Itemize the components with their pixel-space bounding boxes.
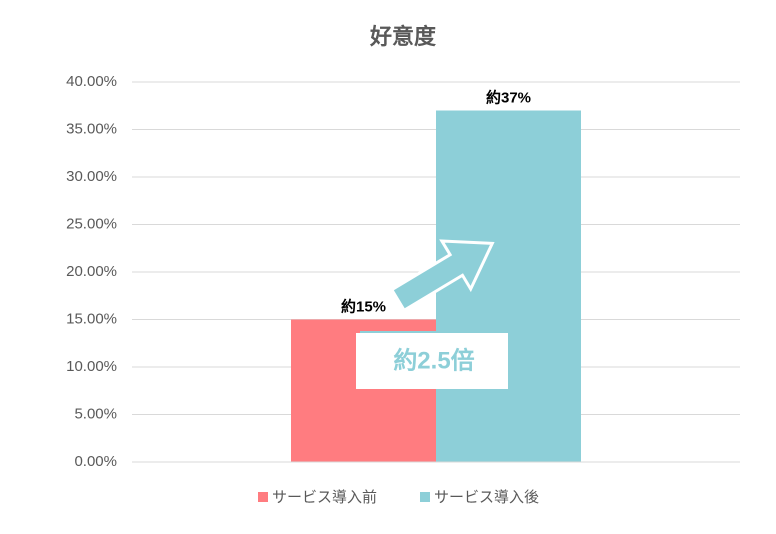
y-tick-label: 15.00% [66,310,117,327]
annotation-box [356,333,508,389]
growth-arrow [389,239,495,313]
y-tick-label: 20.00% [66,263,117,280]
legend-label: サービス導入前 [272,489,377,506]
y-tick-label: 25.00% [66,215,117,232]
data-label: 約15% [341,297,386,315]
plot-area: 0.00% 5.00% 10.00% 15.00% 20.00% 25.00% 30.00%… [66,73,740,506]
y-tick-label: 35.00% [66,120,117,137]
legend-label: サービス導入後 [434,489,539,506]
y-tick-label: 0.00% [74,453,117,470]
arrow-shape [389,239,495,313]
data-label: 約37% [486,88,531,106]
y-tick-label: 10.00% [66,358,117,375]
y-tick-label: 40.00% [66,73,117,90]
chart-title: 好意度 [369,24,437,49]
legend-swatch [258,492,268,502]
annotation-text: 約2.5倍 [393,346,474,374]
legend-swatch [420,492,430,502]
bar [436,110,581,462]
y-tick-label: 30.00% [66,168,117,185]
y-tick-label: 5.00% [74,405,117,422]
